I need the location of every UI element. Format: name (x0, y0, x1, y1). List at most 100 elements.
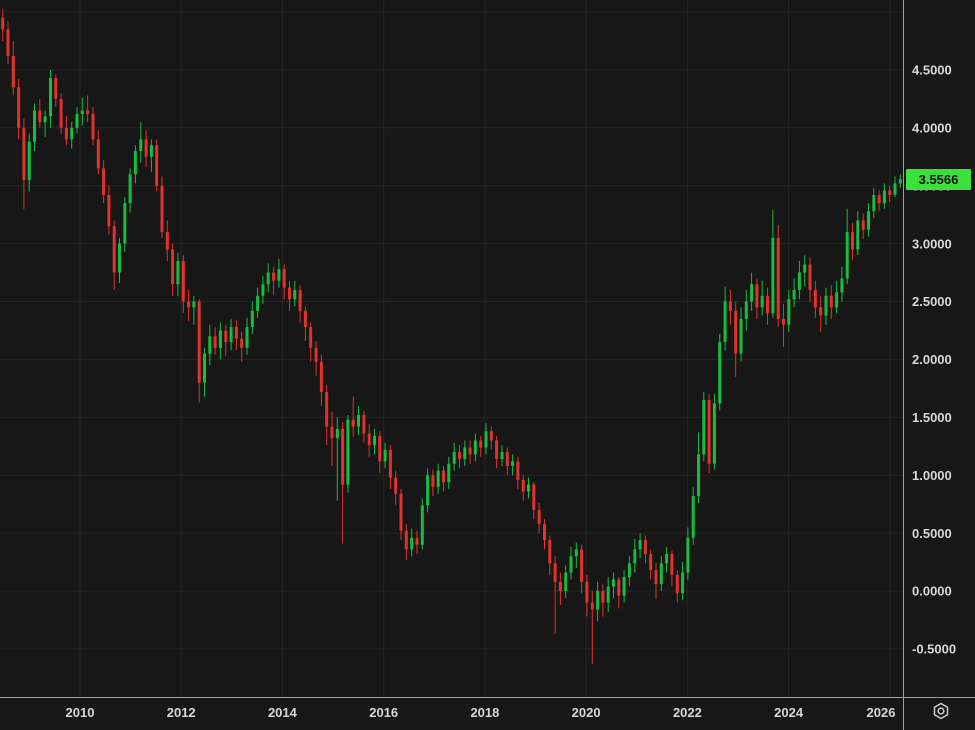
candle (96, 130, 100, 175)
candle (293, 280, 297, 307)
y-axis-tick: 0.5000 (912, 526, 952, 541)
candle (728, 290, 732, 325)
candle (569, 547, 573, 580)
x-axis-tick: 2024 (774, 705, 804, 720)
candle (574, 542, 578, 568)
candle (543, 519, 546, 550)
candle (505, 447, 509, 476)
candle (399, 489, 403, 541)
candle (447, 456, 451, 490)
candle (898, 174, 902, 189)
candle (877, 190, 881, 212)
candle (70, 122, 74, 149)
x-axis-tick: 2026 (867, 705, 896, 720)
candle (309, 322, 313, 362)
candle (654, 563, 658, 600)
candle (744, 290, 748, 331)
candle (335, 417, 339, 501)
candle (463, 440, 467, 466)
y-axis-tick: 3.0000 (912, 236, 952, 251)
candle (617, 577, 621, 609)
candle (426, 468, 430, 513)
gear-icon (930, 700, 952, 722)
candle (537, 503, 541, 534)
candle (11, 41, 15, 96)
candle (245, 317, 249, 355)
candle (718, 334, 722, 411)
candle (601, 584, 605, 617)
candle (691, 486, 695, 545)
candle (872, 188, 876, 219)
candle (171, 243, 175, 296)
candle (452, 442, 456, 471)
candle (484, 423, 488, 455)
candle (665, 547, 669, 573)
chart-settings-button[interactable] (927, 698, 955, 724)
x-axis-tick: 2014 (268, 705, 298, 720)
candle (6, 21, 10, 65)
candle (203, 347, 206, 397)
candle (564, 565, 568, 598)
candle (553, 556, 557, 634)
x-axis-ticks: 2010 2012 2014 2016 2018 2020 2022 2024 2026 (66, 705, 896, 720)
candle (240, 331, 244, 362)
candle (27, 133, 31, 192)
candle (643, 535, 647, 564)
candle (702, 391, 706, 462)
candle (357, 405, 360, 435)
candle (187, 290, 191, 322)
x-axis-tick: 2012 (167, 705, 196, 720)
candle (824, 287, 828, 325)
candle (835, 280, 839, 314)
candle (532, 482, 536, 520)
y-axis-tick: 4.5000 (912, 63, 952, 78)
candle (43, 110, 47, 138)
candle (442, 466, 445, 492)
candle (64, 116, 68, 146)
x-axis-tick: 2016 (369, 705, 398, 720)
candle (686, 527, 690, 580)
y-axis-tick: 4.0000 (912, 120, 952, 135)
candle (86, 95, 90, 123)
candle (319, 354, 323, 406)
candle (213, 327, 217, 355)
candle (734, 301, 738, 377)
candle (91, 107, 95, 146)
candle (38, 98, 42, 128)
x-axis-tick: 2020 (572, 705, 601, 720)
candle (49, 69, 52, 128)
candle (771, 210, 775, 318)
candle (1, 8, 5, 41)
candle (234, 320, 238, 351)
candle (176, 252, 180, 296)
candle (776, 225, 780, 327)
candle (367, 424, 371, 457)
candle (160, 176, 164, 238)
y-axis-tick: 2.5000 (912, 294, 952, 309)
candle (218, 322, 222, 360)
candle (659, 556, 663, 591)
candle (330, 411, 334, 466)
candle (165, 220, 169, 261)
candle (458, 445, 461, 469)
candle (808, 257, 812, 302)
candle (250, 301, 254, 334)
candle (208, 324, 212, 366)
candle (383, 442, 387, 469)
candle (261, 276, 265, 304)
candle (760, 280, 764, 316)
candle (782, 303, 785, 347)
time-axis[interactable] (0, 698, 903, 730)
candle (627, 556, 631, 587)
candle (750, 272, 754, 311)
price-axis[interactable] (904, 0, 975, 697)
candle (118, 237, 121, 283)
candle (558, 572, 562, 605)
y-axis-tick: 1.5000 (912, 410, 952, 425)
candle (813, 280, 817, 318)
candle (707, 394, 711, 473)
candle (521, 475, 525, 501)
candle (766, 287, 769, 325)
